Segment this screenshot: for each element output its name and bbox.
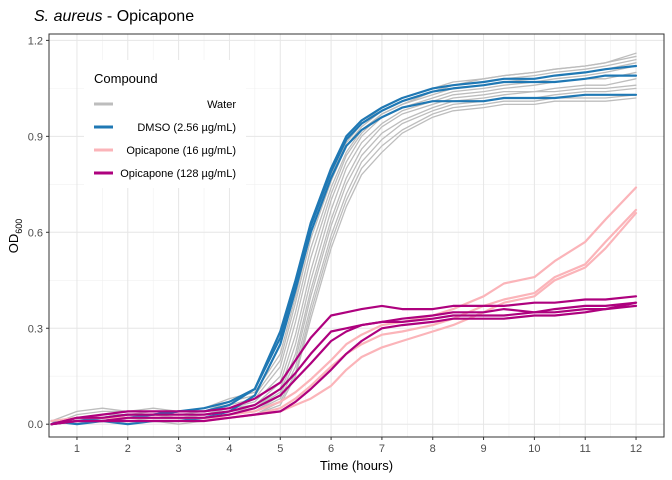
y-tick-label: 0.0	[28, 419, 43, 431]
y-tick-label: 0.3	[28, 323, 43, 335]
legend-items: Water DMSO (2.56 µg/mL) Opicapone (16 µg/m…	[94, 99, 236, 180]
legend-label: Opicapone (16 µg/mL)	[126, 145, 236, 157]
y-tick-label: 1.2	[28, 35, 43, 47]
legend: Compound Water DMSO (2.56 µg/mL) Opicapone…	[84, 60, 246, 188]
y-axis-ticks: 0.0 0.3 0.6 0.9 1.2	[28, 35, 49, 431]
x-axis-ticks: 1 2 3 4 5 6 7 8 9 10 11 12	[74, 437, 642, 455]
chart-title-organism: S. aureus	[34, 8, 102, 25]
series-line-opicapone-128-g-ml--19	[50, 304, 638, 426]
x-tick-label: 7	[379, 443, 385, 455]
x-tick-label: 12	[630, 443, 642, 455]
legend-label: Water	[207, 99, 236, 111]
y-tick-label: 0.6	[28, 227, 43, 239]
x-tick-label: 3	[176, 443, 182, 455]
x-tick-label: 8	[430, 443, 436, 455]
y-axis-title-subscript: 600	[14, 219, 24, 234]
x-tick-label: 9	[481, 443, 487, 455]
plot-border	[48, 33, 665, 438]
y-axis-title: OD600	[6, 219, 24, 254]
chart-title-compound: - Opicapone	[102, 8, 194, 25]
legend-label: DMSO (2.56 µg/mL)	[137, 122, 236, 134]
series-line-opicapone-128-g-ml--20	[50, 301, 638, 426]
x-tick-label: 5	[277, 443, 283, 455]
series-line-opicapone-128-g-ml--17	[50, 295, 638, 426]
svg-text:OD600: OD600	[6, 219, 24, 254]
x-tick-label: 4	[226, 443, 232, 455]
legend-title: Compound	[94, 71, 158, 86]
x-tick-label: 11	[580, 443, 591, 455]
x-tick-label: 1	[74, 443, 80, 455]
legend-background	[84, 60, 246, 188]
x-tick-label: 6	[328, 443, 334, 455]
legend-label: Opicapone (128 µg/mL)	[120, 168, 236, 180]
y-tick-label: 0.9	[28, 131, 43, 143]
y-axis-title-main: OD	[6, 234, 21, 254]
x-tick-label: 2	[125, 443, 131, 455]
x-tick-label: 10	[528, 443, 540, 455]
chart-title: S. aureus - Opicapone	[34, 8, 194, 25]
series-lines	[50, 52, 638, 426]
x-axis-title: Time (hours)	[320, 458, 393, 473]
